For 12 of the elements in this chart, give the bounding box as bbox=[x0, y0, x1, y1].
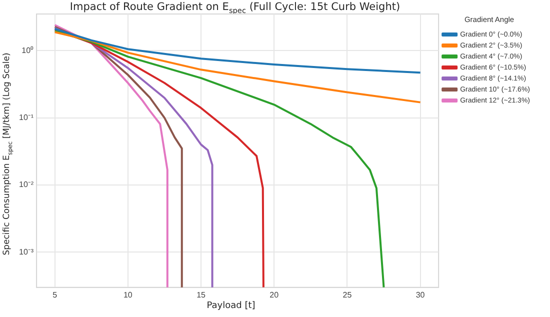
x-tick-label: 20 bbox=[270, 290, 280, 300]
x-tick-label: 30 bbox=[416, 290, 426, 300]
x-tick-label: 5 bbox=[52, 290, 58, 300]
y-tick-label: 10⁻² bbox=[19, 180, 34, 190]
y-tick-label: 10⁰ bbox=[22, 46, 34, 55]
chart-title: Impact of Route Gradient on E$_{spec}$ (Full Cycle: 15t Curb Weight) bbox=[68, 1, 402, 16]
x-tick-label: 10 bbox=[123, 290, 133, 300]
x-tick-label: 15 bbox=[196, 290, 206, 300]
y-tick-label: 10⁻³ bbox=[19, 247, 34, 256]
x-tick-label: 25 bbox=[342, 290, 352, 300]
x-axis-title: Payload [t] bbox=[206, 301, 256, 311]
y-tick-label: 10⁻¹ bbox=[19, 113, 34, 122]
